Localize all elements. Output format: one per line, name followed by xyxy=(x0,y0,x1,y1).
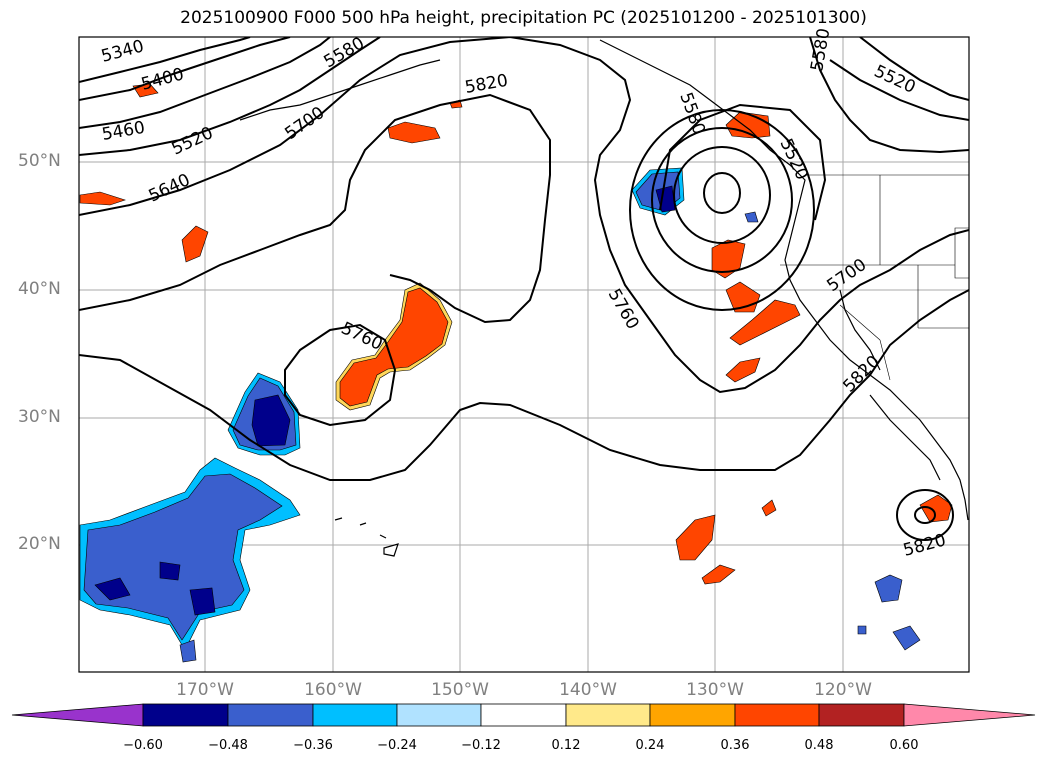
colorbar-tick: 0.12 xyxy=(551,738,581,753)
lon-label-160w: 160°W xyxy=(304,680,362,700)
colorbar-tick: 0.24 xyxy=(635,738,665,753)
colorbar-tick: −0.36 xyxy=(293,738,333,753)
lat-label-20n: 20°N xyxy=(18,534,61,554)
colorbar-tick: −0.60 xyxy=(123,738,163,753)
colorbar-segment xyxy=(734,703,820,727)
colorbar-segment xyxy=(565,703,651,727)
lon-label-140w: 140°W xyxy=(559,680,617,700)
colorbar-tick: 0.48 xyxy=(804,738,834,753)
colorbar-tick: −0.48 xyxy=(208,738,248,753)
colorbar-extend-low xyxy=(11,703,144,727)
lat-label-50n: 50°N xyxy=(18,151,61,171)
coastlines xyxy=(239,39,969,557)
colorbar-segment xyxy=(396,703,482,727)
lon-label-170w: 170°W xyxy=(176,680,234,700)
colorbar-tick: 0.60 xyxy=(889,738,919,753)
colorbar-segment xyxy=(227,703,314,727)
lon-label-120w: 120°W xyxy=(814,680,872,700)
colorbar-segment xyxy=(312,703,398,727)
map-border xyxy=(78,36,970,673)
colorbar-segment xyxy=(818,703,905,727)
colorbar xyxy=(11,703,1036,727)
borders xyxy=(780,174,969,381)
figure-title: 2025100900 F000 500 hPa height, precipit… xyxy=(180,8,867,28)
colorbar-segment xyxy=(142,703,229,727)
colorbar-tick: 0.36 xyxy=(720,738,750,753)
lat-label-30n: 30°N xyxy=(18,407,61,427)
height-contours xyxy=(79,37,969,541)
colorbar-segment xyxy=(649,703,736,727)
lat-label-40n: 40°N xyxy=(18,279,61,299)
precip-negative-areas xyxy=(79,167,921,663)
lon-label-130w: 130°W xyxy=(686,680,744,700)
gridlines xyxy=(79,37,969,672)
colorbar-extend-high xyxy=(903,703,1036,727)
colorbar-tick: −0.24 xyxy=(377,738,417,753)
lon-label-150w: 150°W xyxy=(431,680,489,700)
colorbar-segment xyxy=(480,703,567,727)
colorbar-tick: −0.12 xyxy=(461,738,501,753)
